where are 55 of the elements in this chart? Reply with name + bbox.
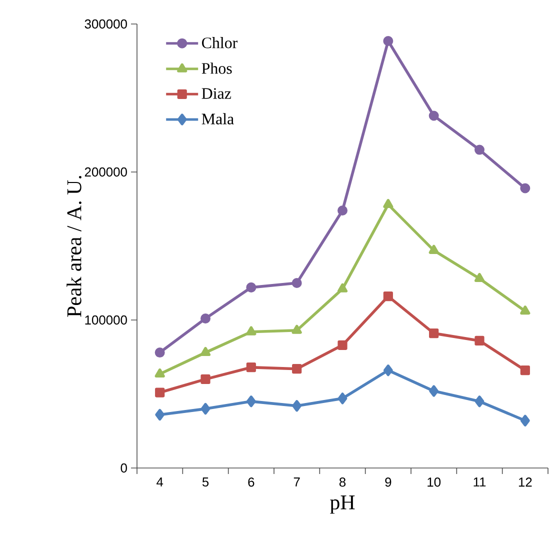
y-tick-label: 300000 — [84, 19, 127, 29]
point — [383, 364, 393, 376]
point — [520, 183, 530, 194]
point — [200, 374, 210, 384]
x-tick-label: 7 — [294, 478, 300, 486]
x-tick-label: 9 — [385, 478, 392, 487]
point — [155, 388, 165, 398]
point — [474, 336, 484, 346]
y-tick-label: 100000 — [85, 315, 127, 325]
point — [246, 326, 256, 336]
x-tick-label: 6 — [248, 478, 254, 487]
point — [154, 348, 165, 358]
point — [338, 392, 348, 404]
point — [292, 364, 302, 374]
y-tick-label: 0 — [120, 463, 127, 473]
y-tick-label: 200000 — [84, 167, 127, 177]
legend-label: Phos — [202, 62, 232, 74]
point — [474, 272, 485, 282]
x-tick-label: 12 — [518, 478, 532, 487]
x-tick-label: 8 — [339, 478, 346, 487]
point — [428, 244, 439, 254]
legend-label: Chlor — [202, 37, 238, 48]
point — [383, 36, 394, 46]
point — [474, 144, 484, 155]
point — [338, 340, 348, 350]
point — [155, 408, 165, 421]
point — [428, 110, 439, 121]
point — [474, 396, 484, 408]
point — [200, 403, 210, 415]
x-axis-title: pH — [330, 496, 355, 514]
x-tick-label: 4 — [156, 478, 164, 486]
point — [154, 368, 165, 378]
point — [429, 328, 439, 338]
x-tick-label: 5 — [202, 478, 209, 487]
point — [520, 414, 530, 426]
point — [292, 278, 302, 288]
point — [292, 400, 302, 412]
point — [292, 324, 302, 334]
x-tick-label: 11 — [474, 478, 486, 486]
point — [200, 314, 210, 324]
point — [246, 396, 256, 408]
point — [520, 366, 530, 376]
point — [338, 205, 348, 216]
point — [520, 306, 530, 315]
point — [429, 385, 439, 397]
point — [246, 282, 256, 292]
point — [337, 283, 348, 292]
point — [246, 362, 256, 372]
point — [383, 292, 393, 302]
point — [200, 346, 211, 356]
legend-label: Diaz — [202, 88, 231, 99]
point — [383, 198, 394, 208]
y-axis-title: Peak area / A. U. — [66, 176, 82, 317]
legend-label: Mala — [202, 113, 234, 124]
x-tick-label: 10 — [428, 478, 441, 487]
